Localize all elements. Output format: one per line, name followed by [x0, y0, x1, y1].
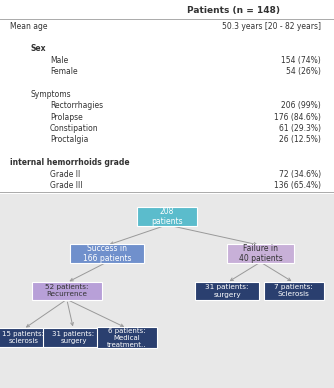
Text: Rectorrhagies: Rectorrhagies [50, 101, 103, 110]
Text: 50.3 years [20 - 82 years]: 50.3 years [20 - 82 years] [222, 22, 321, 31]
FancyBboxPatch shape [137, 207, 197, 226]
Text: 176 (84.6%): 176 (84.6%) [274, 113, 321, 121]
Text: Female: Female [50, 67, 78, 76]
Text: Male: Male [50, 56, 68, 65]
Text: 31 patients:
surgery: 31 patients: surgery [205, 284, 249, 298]
Text: Grade III: Grade III [50, 181, 82, 190]
Text: Prolapse: Prolapse [50, 113, 83, 121]
Text: 7 patients:
Sclerosis: 7 patients: Sclerosis [275, 284, 313, 298]
Text: 26 (12.5%): 26 (12.5%) [279, 135, 321, 144]
FancyBboxPatch shape [97, 327, 157, 348]
Text: internal hemorrhoids grade: internal hemorrhoids grade [10, 158, 130, 167]
FancyBboxPatch shape [264, 282, 324, 300]
FancyBboxPatch shape [32, 282, 102, 300]
Text: Proctalgia: Proctalgia [50, 135, 89, 144]
Text: 206 (99%): 206 (99%) [281, 101, 321, 110]
Text: 154 (74%): 154 (74%) [281, 56, 321, 65]
Text: 15 patients:
sclerosis: 15 patients: sclerosis [2, 331, 44, 344]
Text: Patients (n = 148): Patients (n = 148) [187, 6, 280, 15]
Text: Grade II: Grade II [50, 170, 80, 178]
Text: 54 (26%): 54 (26%) [286, 67, 321, 76]
Text: Success in
166 patients: Success in 166 patients [82, 244, 131, 263]
Text: Symptoms: Symptoms [30, 90, 71, 99]
FancyBboxPatch shape [70, 244, 144, 263]
Text: 6 patients:
Medical
treatment..: 6 patients: Medical treatment.. [107, 327, 147, 348]
Text: 52 patients:
Recurrence: 52 patients: Recurrence [45, 284, 89, 298]
Text: 31 patients:
surgery: 31 patients: surgery [52, 331, 95, 344]
Text: 72 (34.6%): 72 (34.6%) [279, 170, 321, 178]
FancyBboxPatch shape [0, 328, 53, 347]
Text: Constipation: Constipation [50, 124, 99, 133]
Text: Failure in
40 patients: Failure in 40 patients [239, 244, 282, 263]
FancyBboxPatch shape [227, 244, 294, 263]
Text: Mean age: Mean age [10, 22, 47, 31]
FancyBboxPatch shape [43, 328, 104, 347]
FancyBboxPatch shape [195, 282, 259, 300]
Text: 208
patients: 208 patients [151, 207, 183, 226]
Text: Sex: Sex [30, 44, 45, 53]
Text: 61 (29.3%): 61 (29.3%) [279, 124, 321, 133]
Text: 136 (65.4%): 136 (65.4%) [274, 181, 321, 190]
